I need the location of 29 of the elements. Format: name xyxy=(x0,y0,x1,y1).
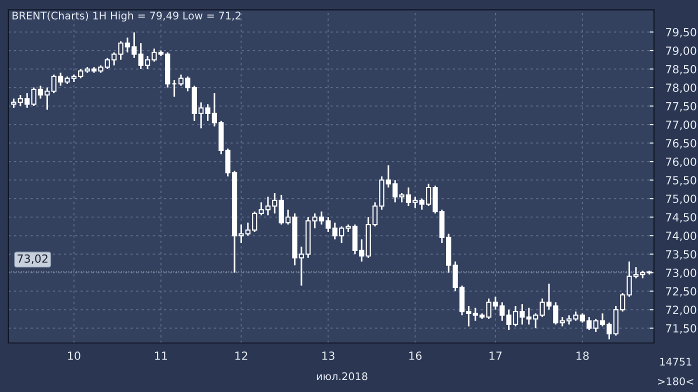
x-tick-label: 18 xyxy=(576,352,589,360)
y-tick-label: 79,50 xyxy=(666,28,696,38)
y-tick-label: 75,00 xyxy=(666,194,696,204)
text: >180< xyxy=(658,377,694,386)
y-tick-label: 78,00 xyxy=(666,84,696,94)
x-tick-label: 17 xyxy=(490,352,502,360)
y-tick-label: 72,50 xyxy=(666,287,696,297)
x-axis-title: июл.2018 xyxy=(316,372,368,380)
y-tick-label: 76,00 xyxy=(666,158,696,168)
y-tick-label: 73,50 xyxy=(666,250,696,260)
x-tick-label: 11 xyxy=(155,352,167,360)
text: 14751 xyxy=(660,358,692,366)
y-tick-label: 77,50 xyxy=(666,102,696,112)
y-tick-label: 72,00 xyxy=(666,306,696,316)
ref-line-label: 73,02 xyxy=(18,254,48,264)
y-tick-label: 71,50 xyxy=(666,324,696,334)
y-tick-label: 75,50 xyxy=(666,176,696,186)
y-tick-label: 76,50 xyxy=(666,139,696,149)
y-tick-label: 74,00 xyxy=(666,232,696,242)
x-tick-label: 13 xyxy=(322,352,334,360)
x-tick-label: 16 xyxy=(409,352,422,360)
y-tick-label: 78,50 xyxy=(666,65,696,75)
x-tick-label: 10 xyxy=(68,352,80,360)
y-tick-label: 77,00 xyxy=(666,120,696,130)
chart-title: BRENT(Charts) 1H High = 79,49 Low = 71,2 xyxy=(12,11,240,22)
y-tick-label: 73,00 xyxy=(666,268,696,278)
y-tick-label: 79,00 xyxy=(666,46,696,56)
x-tick-label: 12 xyxy=(235,352,248,360)
y-tick-label: 74,50 xyxy=(666,213,696,223)
